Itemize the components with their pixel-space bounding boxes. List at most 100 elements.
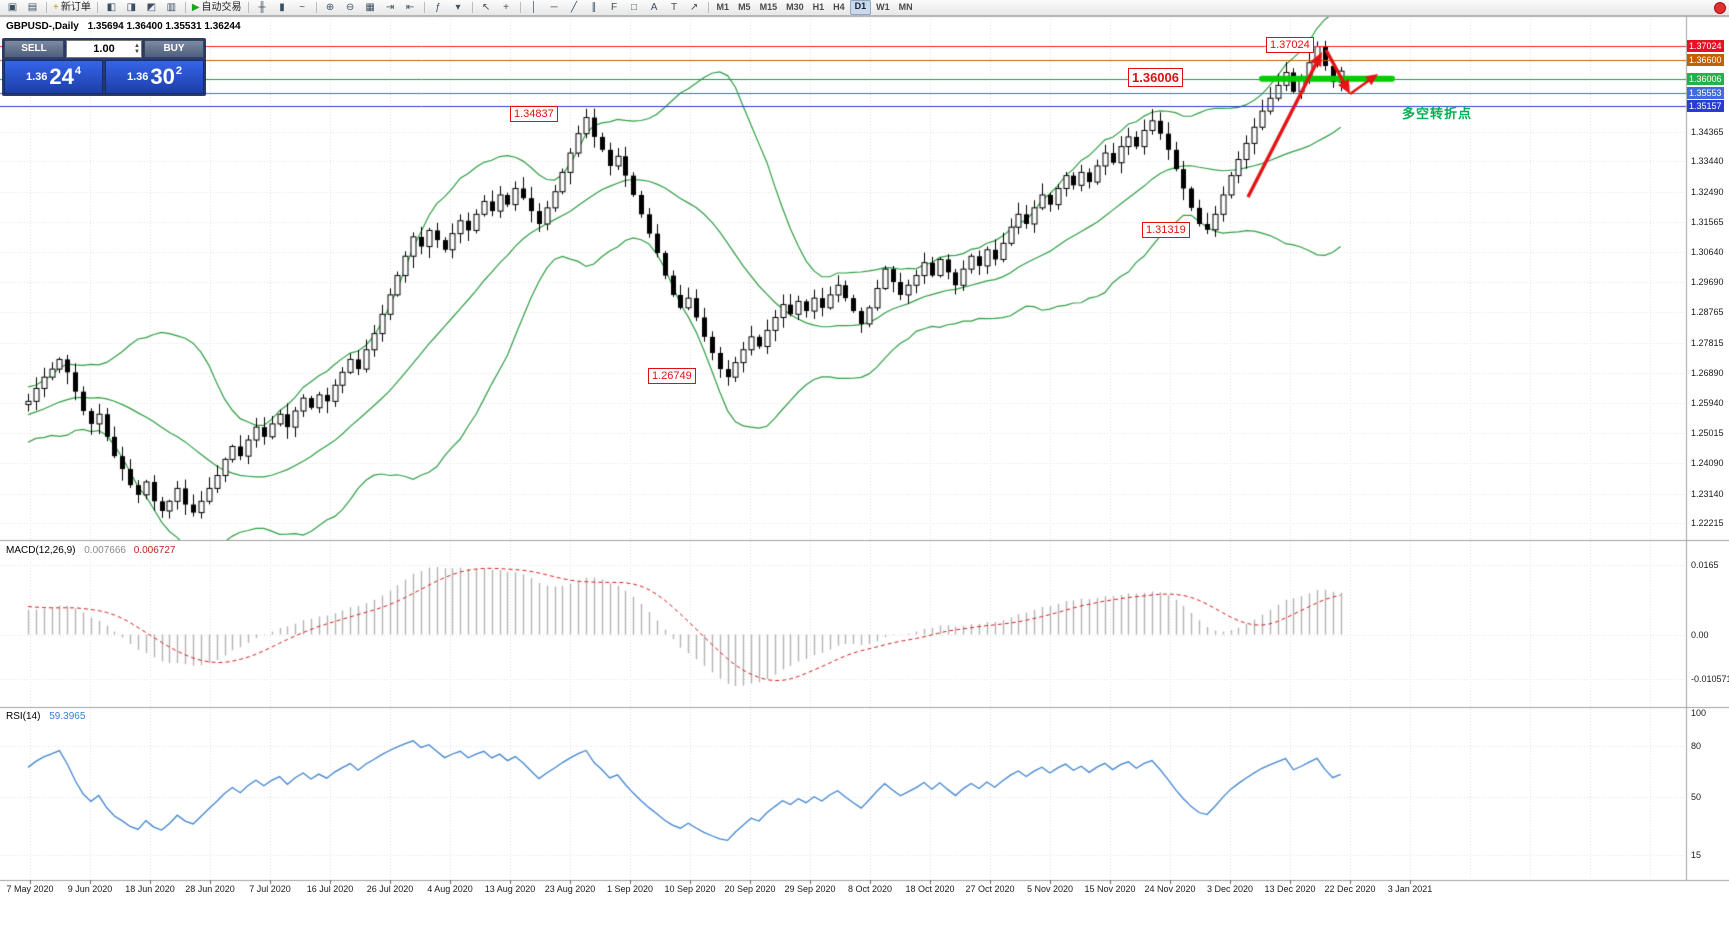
price-scale-tick: 1.26890	[1691, 367, 1724, 378]
buy-price-point: 2	[175, 65, 183, 77]
date-axis-label: 7 Jul 2020	[249, 884, 291, 894]
channel-icon[interactable]: ∥	[585, 1, 604, 15]
date-axis-label: 3 Jan 2021	[1387, 884, 1433, 894]
tile-windows-icon: ▦	[365, 1, 375, 13]
vertical-line-icon: │	[530, 1, 538, 13]
price-callout[interactable]: 1.34837	[510, 106, 558, 122]
indicators-icon: ƒ	[435, 1, 441, 13]
timeframe-h1-button[interactable]: H1	[812, 2, 825, 12]
bar-chart-icon: ╫	[258, 1, 266, 13]
indicators-dropdown-icon[interactable]: ▾	[449, 1, 468, 15]
zoom-in-icon[interactable]: ⊕	[321, 1, 340, 15]
sell-button[interactable]: SELL	[4, 40, 64, 58]
price-callout[interactable]: 1.36006	[1128, 68, 1183, 87]
date-axis-label: 13 Dec 2020	[1264, 884, 1316, 894]
date-axis-label: 3 Dec 2020	[1206, 884, 1254, 894]
toolbar: ▣ ▤ + 新订单 ◧ ◨ ◩ ▥ ▶ 自动交易 ╫ ▮ ~ ⊕ ⊖ ▦ ⇥ ⇤ ƒ ▾ ↖ + │ ─ ╱ ∥ F □ A T ↗ M1 M5…	[0, 0, 1729, 16]
bar-chart-icon[interactable]: ╫	[253, 1, 272, 15]
auto-scroll-icon: ⇥	[385, 1, 395, 13]
price-level-tag: 1.36006	[1687, 72, 1724, 85]
price-scale-tick: 1.25940	[1691, 398, 1724, 409]
data-window-icon[interactable]: ◨	[122, 1, 141, 15]
fibonacci-icon[interactable]: F	[605, 1, 624, 15]
sell-price-point: 4	[74, 65, 82, 77]
cursor-icon[interactable]: ↖	[477, 1, 496, 15]
sell-price-button[interactable]: 1.36 24 4	[4, 60, 103, 94]
price-level-tag: 1.35157	[1687, 100, 1724, 113]
horizontal-line-icon[interactable]: ─	[545, 1, 564, 15]
tile-windows-icon[interactable]: ▦	[361, 1, 380, 15]
navigator-icon[interactable]: ◩	[142, 1, 161, 15]
crosshair-icon[interactable]: +	[497, 1, 516, 15]
candlestick-chart-icon[interactable]: ▮	[273, 1, 292, 15]
terminal-icon[interactable]: ▥	[162, 1, 181, 15]
trade-panel-top-row: SELL 1.00 ▲ ▼ BUY	[4, 40, 204, 58]
crosshair-icon: +	[503, 1, 509, 13]
timeframe-mn-button[interactable]: MN	[898, 2, 913, 12]
line-chart-icon[interactable]: ~	[293, 1, 312, 15]
volume-field[interactable]: 1.00 ▲ ▼	[66, 40, 142, 58]
timeframe-d1-button[interactable]: D1	[849, 0, 872, 15]
buy-price-button[interactable]: 1.36 30 2	[105, 60, 204, 94]
timeframe-m1-button[interactable]: M1	[716, 2, 730, 12]
date-axis-label: 23 Aug 2020	[544, 884, 596, 894]
text-label-icon[interactable]: T	[665, 1, 684, 15]
rsi-scale-tick: 100	[1691, 708, 1707, 718]
text-icon[interactable]: A	[645, 1, 664, 15]
volume-up-button[interactable]: ▲	[134, 43, 140, 49]
price-callout[interactable]: 1.31319	[1142, 222, 1190, 238]
timeframe-m30-button[interactable]: M30	[786, 2, 804, 12]
zoom-out-icon[interactable]: ⊖	[341, 1, 360, 15]
timeframe-m5-button[interactable]: M5	[738, 2, 751, 12]
vertical-line-icon[interactable]: │	[525, 1, 544, 15]
macd-signal-value: 0.006727	[133, 545, 176, 556]
sell-price-pips: 24	[49, 64, 74, 89]
buy-price-pips: 30	[150, 64, 175, 89]
date-axis-label: 5 Nov 2020	[1026, 884, 1074, 894]
date-axis-label: 26 Jul 2020	[366, 884, 414, 894]
price-scale-tick: 1.30640	[1691, 246, 1724, 257]
toolbar-separator	[46, 2, 47, 13]
price-scale-tick: 1.32490	[1691, 187, 1724, 198]
news-indicator-icon[interactable]	[1714, 1, 1726, 14]
chart-shift-icon: ⇤	[405, 1, 415, 13]
market-watch-icon[interactable]: ◧	[102, 1, 121, 15]
shapes-icon[interactable]: □	[625, 1, 644, 15]
timeframe-m15-button[interactable]: M15	[759, 2, 778, 12]
price-callout[interactable]: 1.26749	[648, 368, 696, 384]
date-axis-label: 18 Jun 2020	[125, 884, 175, 894]
autotrading-button-label: 自动交易	[201, 1, 242, 13]
price-callout[interactable]: 1.37024	[1266, 37, 1314, 53]
new-order-button[interactable]: + 新订单	[51, 1, 93, 15]
indicators-icon[interactable]: ƒ	[429, 1, 448, 15]
price-scale-tick: 1.34365	[1691, 126, 1724, 137]
text-label-icon: T	[670, 1, 678, 13]
price-scale-tick: 1.24090	[1691, 457, 1724, 468]
buy-button[interactable]: BUY	[144, 40, 204, 58]
chart-shift-icon[interactable]: ⇤	[401, 1, 420, 15]
auto-scroll-icon[interactable]: ⇥	[381, 1, 400, 15]
macd-name: MACD(12,26,9)	[6, 545, 76, 556]
indicators-dropdown-icon: ▾	[455, 1, 461, 13]
timeframe-w1-button[interactable]: W1	[876, 2, 890, 12]
charts-window-icon[interactable]: ▣	[3, 1, 22, 15]
date-axis-label: 27 Oct 2020	[965, 884, 1015, 894]
trendline-icon[interactable]: ╱	[565, 1, 584, 15]
price-level-tag: 1.37024	[1687, 39, 1724, 52]
volume-down-button[interactable]: ▼	[134, 49, 140, 55]
autotrading-button[interactable]: ▶ 自动交易	[190, 1, 244, 15]
date-axis-label: 18 Oct 2020	[905, 884, 955, 894]
macd-scale-tick: -0.010571	[1691, 673, 1729, 684]
chart-list-icon[interactable]: ▤	[23, 1, 42, 15]
data-window-icon: ◨	[126, 1, 137, 13]
toolbar-separator	[423, 2, 425, 13]
arrows-icon[interactable]: ↗	[685, 1, 704, 15]
date-axis-label: 15 Nov 2020	[1084, 884, 1136, 894]
new-order-icon: +	[53, 1, 59, 13]
annotation-text[interactable]: 多空转折点	[1402, 106, 1473, 121]
chart-list-icon: ▤	[27, 1, 38, 13]
date-axis-label: 28 Jun 2020	[185, 884, 235, 894]
timeframe-h4-button[interactable]: H4	[833, 2, 845, 12]
macd-scale-tick: 0.0165	[1691, 560, 1719, 571]
